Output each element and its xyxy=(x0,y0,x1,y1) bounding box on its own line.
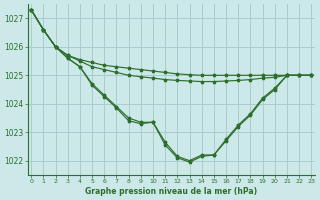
X-axis label: Graphe pression niveau de la mer (hPa): Graphe pression niveau de la mer (hPa) xyxy=(85,187,257,196)
